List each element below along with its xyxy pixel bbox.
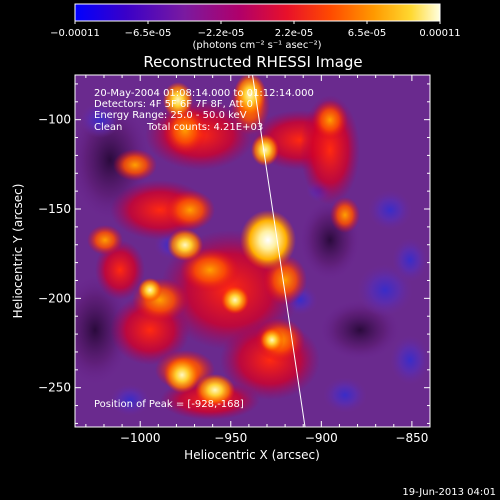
colorbar-tick-label: −0.00011 bbox=[50, 28, 100, 39]
x-tick-label: −850 bbox=[395, 431, 428, 445]
y-axis-label: Heliocentric Y (arcsec) bbox=[11, 184, 25, 319]
chart-title: Reconstructed RHESSI Image bbox=[143, 53, 362, 71]
info-annotations: 20-May-2004 01:08:14.000 to 01:12:14.000… bbox=[94, 88, 314, 410]
annotation-time-range: 20-May-2004 01:08:14.000 to 01:12:14.000 bbox=[94, 88, 314, 99]
footer-timestamp: 19-Jun-2013 04:01 bbox=[402, 487, 496, 498]
x-axis: −1000 −950 −900 −850 bbox=[85, 75, 431, 445]
colorbar-tick-label: −6.5e-05 bbox=[125, 28, 172, 39]
x-tick-label: −900 bbox=[305, 431, 338, 445]
colorbar bbox=[75, 4, 440, 21]
solar-limb-line bbox=[252, 74, 306, 428]
annotation-method: Clean bbox=[94, 122, 122, 133]
heatmap-image bbox=[75, 75, 430, 427]
colorbar-ticks: −0.00011 −6.5e-05 −2.2e-05 2.2e-05 6.5e-05 0.… bbox=[50, 21, 461, 39]
annotation-peak: Position of Peak = [-928,-168] bbox=[94, 399, 244, 410]
y-tick-label: −250 bbox=[38, 381, 71, 395]
colorbar-tick-label: 0.00011 bbox=[419, 28, 460, 39]
plot-frame bbox=[74, 74, 431, 428]
colorbar-tick-label: 6.5e-05 bbox=[348, 28, 386, 39]
colorbar-unit-label: (photons cm⁻² s⁻¹ asec⁻²) bbox=[192, 40, 321, 51]
peak-source bbox=[240, 210, 296, 270]
annotation-counts: Total counts: 4.21E+03 bbox=[146, 122, 263, 133]
colorbar-tick-label: 2.2e-05 bbox=[275, 28, 313, 39]
annotation-energy: Energy Range: 25.0 - 50.0 keV bbox=[94, 110, 247, 121]
colorbar-frame bbox=[74, 3, 441, 22]
y-axis: −100 −150 −200 −250 bbox=[38, 83, 430, 424]
y-tick-label: −200 bbox=[38, 291, 71, 305]
x-tick-label: −950 bbox=[214, 431, 247, 445]
annotation-detectors: Detectors: 4F 5F 6F 7F 8F, Att 0 bbox=[94, 99, 253, 110]
x-axis-label: Heliocentric X (arcsec) bbox=[184, 448, 320, 462]
x-tick-label: −1000 bbox=[120, 431, 161, 445]
colorbar-tick-label: −2.2e-05 bbox=[198, 28, 245, 39]
y-tick-label: −150 bbox=[38, 202, 71, 216]
y-tick-label: −100 bbox=[38, 113, 71, 127]
